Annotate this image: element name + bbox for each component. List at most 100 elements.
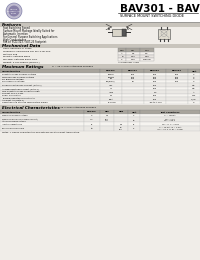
Text: 1.0: 1.0 — [153, 92, 157, 93]
Bar — [122, 87, 144, 90]
Text: Min: Min — [105, 111, 109, 112]
Text: VRRM: VRRM — [108, 74, 114, 75]
Text: °C/W: °C/W — [191, 98, 197, 100]
Text: Max: Max — [145, 50, 149, 51]
Bar — [122, 69, 144, 73]
Text: Case: Minimelf, P. Glass: Case: Minimelf, P. Glass — [3, 48, 32, 49]
Bar — [122, 29, 126, 36]
Text: VRWM
VR: VRWM VR — [108, 77, 114, 79]
Bar — [126, 52, 140, 55]
Text: 200: 200 — [153, 85, 157, 86]
Text: 200: 200 — [153, 95, 157, 96]
Bar — [144, 90, 166, 94]
Bar — [128, 110, 140, 114]
Bar — [188, 76, 200, 80]
Text: Symbol: Symbol — [87, 111, 97, 112]
Text: All Dimensions in mm: All Dimensions in mm — [118, 62, 139, 63]
Text: 1.0: 1.0 — [105, 115, 109, 116]
Bar — [0, 0, 200, 22]
Bar — [188, 101, 200, 105]
Text: mA: mA — [192, 88, 196, 89]
Text: Notes: 1. Device characteristics and data are for at ambient temperature.: Notes: 1. Device characteristics and dat… — [2, 131, 80, 133]
Text: -55 to +175: -55 to +175 — [149, 102, 161, 103]
Text: 150
150: 150 150 — [175, 77, 179, 79]
Bar — [100, 73, 122, 76]
Bar — [144, 94, 166, 98]
Bar — [0, 44, 200, 48]
Bar — [100, 101, 122, 105]
Bar — [166, 76, 188, 80]
Text: Surface Mount Package Ideally Suited for: Surface Mount Package Ideally Suited for — [3, 29, 54, 33]
Text: TJ, TSTG: TJ, TSTG — [107, 102, 115, 103]
Text: Unit: Unit — [191, 70, 197, 72]
Circle shape — [8, 5, 20, 16]
Bar — [114, 122, 128, 126]
Bar — [126, 48, 140, 52]
Text: VR(RMS): VR(RMS) — [106, 81, 116, 82]
Text: RMS Reverse Voltage: RMS Reverse Voltage — [2, 81, 24, 82]
Text: V: V — [193, 81, 195, 82]
Text: Power Dissipation: Power Dissipation — [2, 95, 21, 96]
Text: 2.5: 2.5 — [119, 124, 123, 125]
Bar — [122, 98, 144, 101]
Bar — [0, 80, 100, 83]
Bar — [114, 110, 128, 114]
Bar — [0, 69, 100, 73]
Text: Dim: Dim — [120, 50, 124, 51]
Text: Forward Continuous Current (Note 1): Forward Continuous Current (Note 1) — [2, 84, 42, 86]
Text: SEMICONDUCTOR: SEMICONDUCTOR — [7, 10, 21, 11]
Text: 200: 200 — [153, 74, 157, 75]
Text: Characteristics: Characteristics — [2, 70, 21, 72]
Bar — [84, 110, 100, 114]
Bar — [122, 90, 144, 94]
Bar — [188, 98, 200, 101]
Bar — [0, 76, 100, 80]
Bar — [100, 87, 122, 90]
Text: BAV301: BAV301 — [128, 70, 138, 72]
Bar — [100, 94, 122, 98]
Bar — [0, 101, 100, 105]
Bar — [84, 122, 100, 126]
Bar — [144, 76, 166, 80]
Bar — [188, 80, 200, 83]
Bar — [84, 114, 100, 118]
Text: IFav: IFav — [109, 85, 113, 86]
Text: K: K — [127, 28, 129, 31]
Bar — [84, 126, 100, 131]
Text: °C: °C — [193, 102, 195, 103]
Bar — [100, 76, 122, 80]
Text: Marking: Cathode Band Only: Marking: Cathode Band Only — [3, 59, 37, 60]
Bar — [128, 126, 140, 131]
Bar — [0, 90, 100, 94]
Bar — [0, 122, 84, 126]
Bar — [100, 122, 114, 126]
Text: IFSM: IFSM — [108, 92, 114, 93]
Text: Weight: 0.012 grams (approx.): Weight: 0.012 grams (approx.) — [3, 61, 40, 63]
Bar — [188, 94, 200, 98]
Bar — [100, 69, 122, 73]
Text: IF = 100mA: IF = 100mA — [164, 115, 176, 116]
Bar — [166, 94, 188, 98]
Text: Operating and Storage Temperature Range: Operating and Storage Temperature Range — [2, 102, 48, 103]
Bar — [0, 105, 200, 110]
Bar — [166, 87, 188, 90]
Bar — [100, 110, 114, 114]
Text: 70: 70 — [132, 81, 134, 82]
Bar — [100, 98, 122, 101]
Text: 100: 100 — [175, 81, 179, 82]
Bar — [140, 126, 200, 131]
Text: Thermal Resistance Junction to
Ambient Air (Note 1): Thermal Resistance Junction to Ambient A… — [2, 98, 35, 101]
Text: Junction Capacitance: Junction Capacitance — [2, 124, 22, 125]
Bar — [144, 83, 166, 87]
Text: 2.0: 2.0 — [145, 53, 149, 54]
Bar — [122, 76, 144, 80]
Bar — [122, 73, 144, 76]
Text: 1.60: 1.60 — [131, 56, 135, 57]
Bar — [114, 126, 128, 131]
Text: 200: 200 — [175, 74, 179, 75]
Text: 100
150: 100 150 — [105, 119, 109, 121]
Text: Test Conditions: Test Conditions — [160, 111, 180, 113]
Text: VR = 75 V
VR = 150 V: VR = 75 V VR = 150 V — [164, 119, 176, 121]
Bar — [0, 64, 200, 69]
Text: SURFACE MOUNT SWITCHING DIODE: SURFACE MOUNT SWITCHING DIODE — [120, 14, 184, 18]
